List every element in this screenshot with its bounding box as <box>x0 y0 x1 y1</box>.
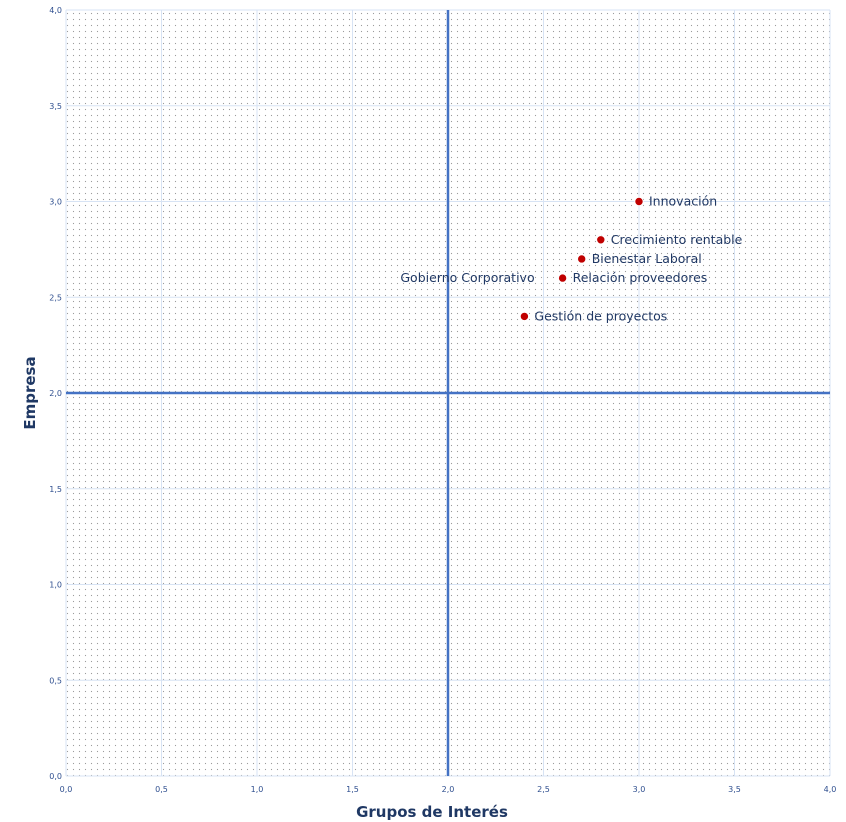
x-tick-label: 2,5 <box>537 785 550 794</box>
data-point-label: Gestión de proyectos <box>534 308 667 323</box>
y-tick-label: 3,5 <box>49 102 62 111</box>
x-tick-labels: 0,0 0,5 1,0 1,5 2,0 2,5 3,0 3,5 4,0 <box>60 785 837 794</box>
data-point <box>519 311 530 322</box>
x-tick-label: 1,5 <box>346 785 359 794</box>
y-tick-label: 1,5 <box>49 485 62 494</box>
y-tick-labels: 0,0 0,5 1,0 1,5 2,0 2,5 3,0 3,5 4,0 <box>49 6 62 781</box>
data-point-label: Crecimiento rentable <box>611 232 743 247</box>
y-tick-label: 2,0 <box>49 389 62 398</box>
y-tick-label: 1,0 <box>49 581 62 590</box>
data-point <box>557 273 568 283</box>
data-point-label: Gobierno Corporativo <box>400 270 534 285</box>
x-tick-label: 3,0 <box>633 785 646 794</box>
y-tick-label: 0,5 <box>49 676 62 685</box>
y-axis-title: Empresa <box>21 356 39 429</box>
data-point <box>596 235 606 245</box>
data-point-label: Relación proveedores <box>573 270 708 285</box>
y-tick-label: 0,0 <box>49 772 62 781</box>
quadrant-lines <box>66 10 830 776</box>
x-tick-label: 2,0 <box>442 785 455 794</box>
x-axis-title: Grupos de Interés <box>356 803 508 821</box>
y-tick-label: 4,0 <box>49 6 62 15</box>
y-tick-label: 3,0 <box>49 198 62 207</box>
data-point <box>577 254 587 264</box>
data-point-label: Bienestar Laboral <box>592 251 702 266</box>
data-point-label: Innovación <box>649 194 717 209</box>
x-tick-label: 4,0 <box>824 785 837 794</box>
data-point <box>634 196 644 207</box>
x-tick-label: 1,0 <box>251 785 264 794</box>
x-tick-label: 0,5 <box>155 785 168 794</box>
y-tick-label: 2,5 <box>49 293 62 302</box>
data-points: Innovación Crecimiento rentable Bienestar … <box>400 194 742 324</box>
x-tick-label: 3,5 <box>728 785 741 794</box>
x-tick-label: 0,0 <box>60 785 73 794</box>
